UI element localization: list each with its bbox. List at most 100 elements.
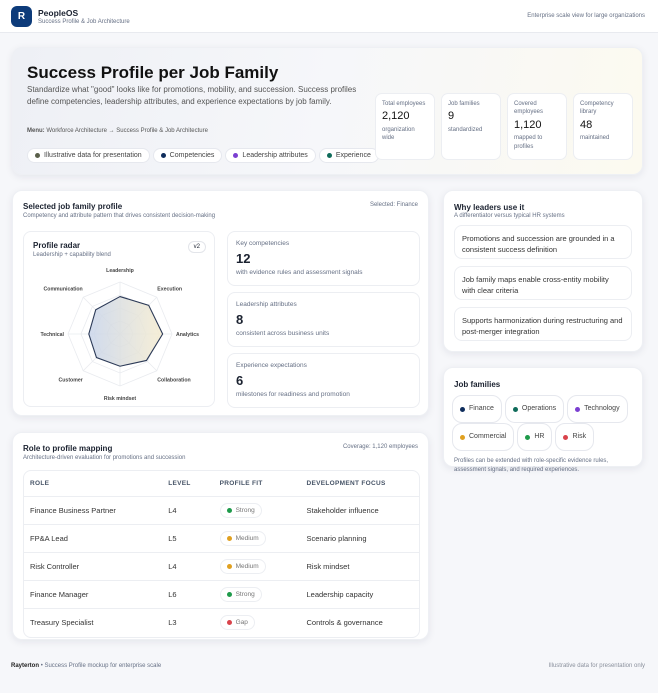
column-header: LEVEL xyxy=(162,471,214,497)
legend-pill[interactable]: Experience xyxy=(318,148,379,163)
focus-cell: Risk mindset xyxy=(300,552,419,581)
radar-axis-label: Analytics xyxy=(176,332,199,338)
legend-pill[interactable]: Competencies xyxy=(152,148,223,163)
job-families-card: Job families Finance Operations Technology… xyxy=(443,367,643,473)
metric-value: 8 xyxy=(236,312,244,327)
page-title: Success Profile per Job Family xyxy=(27,63,279,82)
radar-axis-label: Technical xyxy=(40,332,64,338)
fit-label: Strong xyxy=(235,591,255,598)
table-row[interactable]: Risk Controller L4 Medium Risk mindset xyxy=(24,552,419,581)
metric-value: 6 xyxy=(236,373,244,388)
family-label: Commercial xyxy=(469,433,507,440)
family-pill[interactable]: Finance xyxy=(452,395,502,423)
column-header: PROFILE FIT xyxy=(213,471,301,497)
metric-note: consistent across business units xyxy=(236,330,330,337)
role-cell: Treasury Specialist xyxy=(30,618,94,628)
why-item: Supports harmonization during restructur… xyxy=(454,307,632,341)
stat-card: Job families 9 standardized xyxy=(441,93,501,160)
family-label: HR xyxy=(534,433,545,440)
why-subtitle: A differentiator versus typical HR syste… xyxy=(454,213,565,219)
role-cell: Finance Manager xyxy=(24,580,163,609)
status-dot-icon xyxy=(226,592,232,597)
radar-series-shape xyxy=(88,295,164,367)
app-tagline: Enterprise scale view for large organiza… xyxy=(527,13,645,19)
status-dot-icon xyxy=(226,536,232,541)
table-row[interactable]: Finance Business Partner L4 Strong Stakehol… xyxy=(24,496,419,525)
family-pill[interactable]: Operations xyxy=(504,395,565,423)
why-title: Why leaders use it xyxy=(454,203,525,212)
pill-label: Experience xyxy=(335,152,371,159)
level-cell: L5 xyxy=(162,524,214,553)
level-cell: L4 xyxy=(162,496,214,525)
why-leaders-card: Why leaders use it A differentiator vers… xyxy=(443,190,643,352)
metric-label: Key competencies xyxy=(236,240,290,247)
legend-pill[interactable]: Leadership attributes xyxy=(225,148,316,163)
stat-label: Competency library xyxy=(580,101,614,116)
radar-axis-label: Execution xyxy=(157,287,182,293)
fit-badge: Strong xyxy=(219,587,262,602)
stat-note: organization wide xyxy=(382,126,415,142)
family-pill[interactable]: HR xyxy=(517,423,553,451)
dot-icon xyxy=(460,434,465,440)
family-pill[interactable]: Commercial xyxy=(452,423,515,451)
dot-icon xyxy=(563,434,569,440)
stat-label: Covered employees xyxy=(514,101,544,116)
family-label: Finance xyxy=(469,405,494,412)
stat-note: maintained xyxy=(580,135,610,142)
family-label: Risk xyxy=(572,433,587,440)
metric-label: Experience expectations xyxy=(236,362,307,369)
table-row[interactable]: Finance Manager L6 Strong Leadership capaci… xyxy=(24,580,419,609)
version-badge: v2 xyxy=(187,241,206,253)
legend-pill[interactable]: Illustrative data for presentation xyxy=(27,148,150,163)
metric-card: Experience expectations 6 milestones for r… xyxy=(227,353,420,408)
family-pill[interactable]: Risk xyxy=(555,423,595,451)
why-item: Job family maps enable cross-entity mobi… xyxy=(454,266,632,300)
app-logo[interactable]: R xyxy=(11,6,32,27)
dot-icon xyxy=(525,434,531,440)
mapping-table: ROLE LEVEL PROFILE FIT DEVELOPMENT FOCUS Fin… xyxy=(23,470,420,638)
stat-label: Total employees xyxy=(382,101,426,107)
radar-subtitle: Leadership + capability blend xyxy=(33,252,111,258)
focus-cell: Leadership capacity xyxy=(300,580,419,609)
family-label: Technology xyxy=(584,405,620,412)
stat-card: Competency library 48 maintained xyxy=(573,93,633,160)
profile-title: Selected job family profile xyxy=(23,202,123,211)
footer-left: Rayterton • Success Profile mockup for e… xyxy=(11,663,161,669)
role-cell: Risk Controller xyxy=(24,552,163,581)
family-pill[interactable]: Technology xyxy=(567,395,628,423)
radar-axis-label: Leadership xyxy=(106,268,134,274)
dot-icon xyxy=(160,153,166,158)
fit-label: Gap xyxy=(235,619,248,627)
metric-value: 12 xyxy=(236,251,251,266)
top-bar: R PeopleOS Success Profile & Job Archite… xyxy=(0,0,658,33)
fit-cell: Medium xyxy=(213,524,301,553)
footer-brand: Rayterton xyxy=(11,663,40,669)
pill-label: Competencies xyxy=(169,152,215,159)
focus-cell: Scenario planning xyxy=(300,524,419,553)
dot-icon xyxy=(326,153,332,158)
fit-label: Medium xyxy=(235,563,259,570)
table-row[interactable]: Treasury Specialist L3 Gap Controls & gover… xyxy=(24,609,419,637)
hero-card: Success Profile per Job Family Standardi… xyxy=(12,47,643,175)
focus-cell: Controls & governance xyxy=(306,618,383,628)
dot-icon xyxy=(233,153,239,158)
fit-badge: Gap xyxy=(219,615,255,631)
legend-pills: Illustrative data for presentation Compet… xyxy=(27,145,382,163)
stat-value: 2,120 xyxy=(382,110,410,123)
menu-path[interactable]: Workforce Architecture → Success Profile… xyxy=(46,128,208,134)
job-family-profile-card: Selected job family profile Competency a… xyxy=(12,190,429,416)
radar-axis-label: Communication xyxy=(44,287,83,293)
level-cell: L3 xyxy=(168,618,177,628)
pill-label: Leadership attributes xyxy=(242,152,308,159)
menu-breadcrumb: Menu: Workforce Architecture → Success P… xyxy=(27,128,208,134)
radar-title: Profile radar xyxy=(33,241,81,250)
metric-note: milestones for readiness and promotion xyxy=(236,391,350,398)
status-dot-icon xyxy=(226,508,232,513)
table-row[interactable]: FP&A Lead L5 Medium Scenario planning xyxy=(24,524,419,553)
why-item: Promotions and succession are grounded i… xyxy=(454,225,632,259)
coverage-label: Coverage: 1,120 employees xyxy=(342,444,418,450)
fit-cell: Gap xyxy=(214,609,301,637)
fit-badge: Medium xyxy=(219,559,266,574)
fit-badge: Strong xyxy=(219,503,262,518)
stat-value: 1,120 xyxy=(514,118,542,131)
